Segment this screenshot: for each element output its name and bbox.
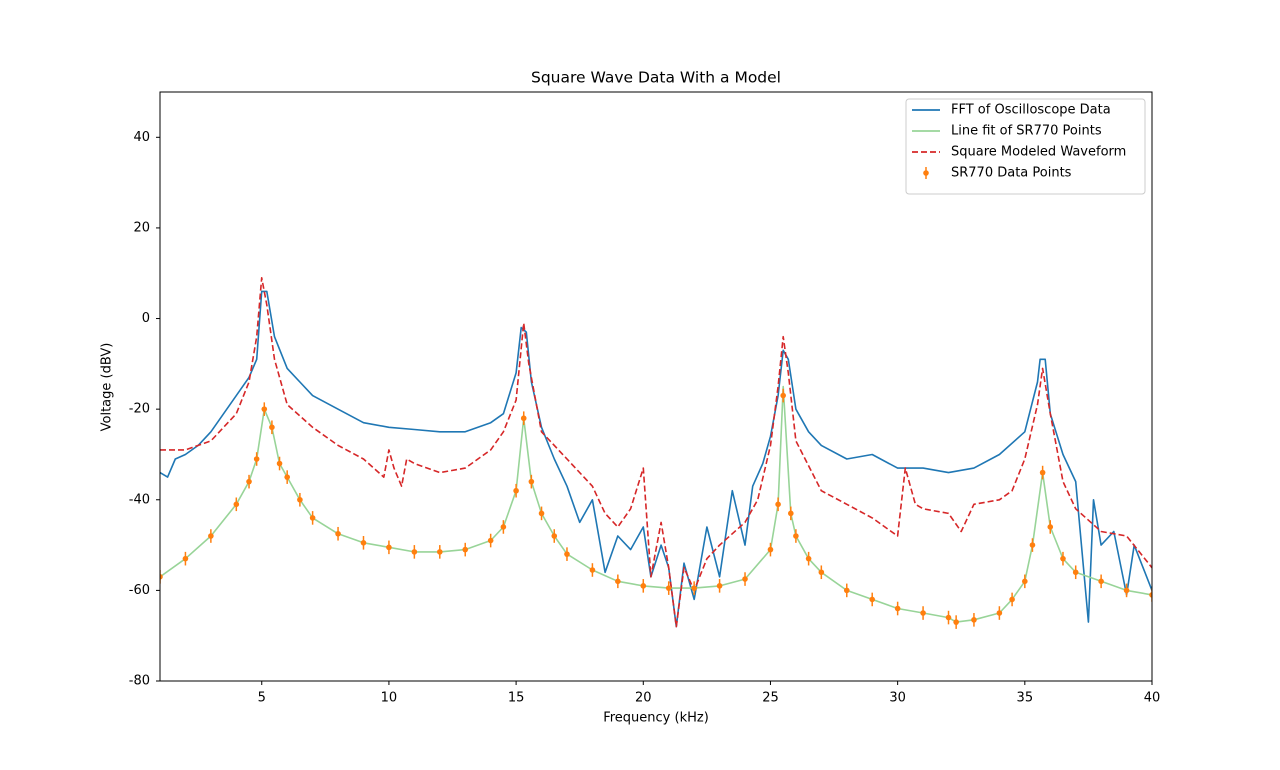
x-tick-label: 25 [762, 691, 779, 706]
data-point [513, 487, 519, 494]
data-point [1039, 469, 1046, 476]
data-point [971, 617, 977, 623]
data-point [589, 567, 596, 573]
y-tick-label: 40 [133, 130, 150, 145]
data-point [462, 546, 469, 553]
data-point [284, 474, 290, 480]
y-axis-label: Voltage (dBV) [100, 343, 115, 432]
data-point [615, 578, 621, 585]
data-point [716, 583, 723, 589]
series-line [160, 290, 1152, 628]
data-point [360, 540, 367, 546]
data-point [665, 585, 672, 591]
data-point [182, 555, 189, 562]
data-point [1022, 578, 1028, 585]
y-tick-label: 0 [142, 311, 150, 326]
x-tick-label: 40 [1144, 691, 1161, 706]
series-line [160, 385, 1152, 623]
data-point [160, 573, 163, 580]
data-point [246, 478, 252, 485]
data-point [818, 569, 825, 576]
data-point [945, 614, 952, 621]
legend-label: Line fit of SR770 Points [951, 124, 1102, 139]
x-tick-label: 20 [635, 691, 652, 706]
data-point [520, 415, 527, 422]
y-tick-label: -40 [129, 492, 150, 507]
data-point [411, 549, 418, 555]
data-point [920, 610, 926, 616]
data-point [793, 533, 799, 539]
data-point [775, 501, 781, 508]
y-tick-label: -80 [129, 674, 150, 689]
data-point [208, 533, 214, 539]
plot-frame [159, 91, 1153, 682]
x-axis-label: Frequency (kHz) [603, 711, 709, 726]
y-tick-label: -20 [129, 402, 150, 417]
legend-label: FFT of Oscilloscope Data [951, 103, 1111, 118]
data-point [386, 544, 392, 551]
data-point [1009, 596, 1015, 603]
y-tick-label: -60 [129, 583, 150, 598]
data-point [691, 585, 697, 591]
data-point [805, 555, 812, 562]
data-point [253, 456, 260, 462]
data-point [1149, 592, 1152, 598]
legend-label: Square Modeled Waveform [951, 145, 1126, 160]
x-tick-label: 35 [1017, 691, 1034, 706]
x-tick-label: 30 [889, 691, 906, 706]
data-point [436, 549, 443, 555]
data-point [1098, 578, 1104, 585]
data-point [780, 392, 786, 399]
data-point [1029, 542, 1036, 548]
data-point [487, 537, 494, 544]
data-point [894, 605, 901, 612]
x-tick-label: 15 [508, 691, 525, 706]
data-point [953, 619, 959, 625]
data-point [564, 551, 570, 557]
data-point [1072, 569, 1079, 576]
data-point [996, 610, 1003, 616]
data-point [767, 546, 774, 553]
data-point [1123, 587, 1130, 594]
data-point [869, 596, 876, 603]
data-point [1060, 555, 1066, 562]
data-point [788, 510, 794, 517]
data-point [1047, 524, 1054, 530]
data-point [309, 515, 316, 521]
legend-label: SR770 Data Points [951, 166, 1072, 181]
data-point [261, 406, 268, 412]
data-point [640, 583, 647, 589]
data-point [538, 510, 545, 517]
data-point [551, 533, 558, 539]
series-line [160, 277, 1152, 628]
data-point [233, 501, 240, 508]
legend-box [905, 98, 1146, 195]
data-point [843, 587, 850, 594]
legend-swatch [923, 170, 929, 176]
data-point [335, 530, 341, 537]
y-tick-label: 20 [133, 220, 150, 235]
x-tick-label: 10 [381, 691, 398, 706]
data-point [269, 424, 275, 431]
x-tick-label: 5 [258, 691, 266, 706]
data-point [742, 576, 748, 582]
data-point [528, 478, 535, 485]
data-point [500, 524, 507, 530]
data-point [297, 496, 303, 503]
plot-area [160, 277, 1152, 629]
data-point [276, 460, 283, 467]
chart-title: Square Wave Data With a Model [531, 69, 781, 87]
